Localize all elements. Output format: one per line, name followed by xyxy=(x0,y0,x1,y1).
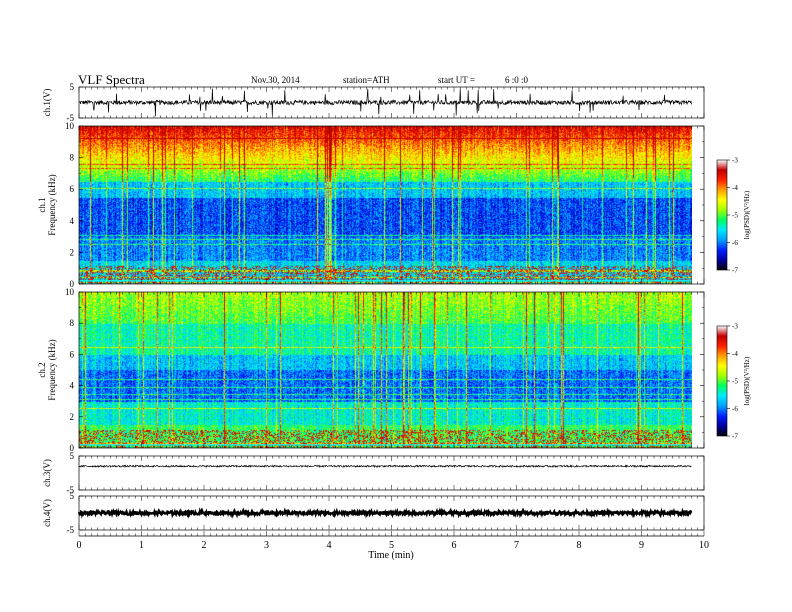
y-tick-label: -5 xyxy=(67,485,75,495)
x-tick-label: 0 xyxy=(77,540,82,551)
colorbar xyxy=(716,159,728,271)
x-tick-label: 9 xyxy=(639,540,644,551)
figure-title: VLF Spectra xyxy=(78,72,145,87)
colorbar-tick-label: -4 xyxy=(732,350,738,358)
y-tick-label: 0 xyxy=(70,279,75,289)
spectrogram-image-ch2 xyxy=(79,292,692,448)
start-time-value: 6 :0 :0 xyxy=(505,75,529,85)
x-tick-label: 7 xyxy=(514,540,519,551)
colorbar-label: log(PSD)(V²/Hz) xyxy=(743,356,751,405)
y-tick-label: -5 xyxy=(67,525,75,535)
colorbar-tick-label: -6 xyxy=(732,405,738,413)
x-tick-label: 5 xyxy=(389,540,394,551)
x-tick-label: 8 xyxy=(577,540,582,551)
y-tick-label: 5 xyxy=(70,491,75,501)
panel-frame xyxy=(78,455,705,491)
colorbar-tick-label: -5 xyxy=(732,378,738,386)
station-label: station=ATH xyxy=(343,75,390,85)
y-tick-label: 10 xyxy=(65,121,75,131)
y-axis-label: ch.4(V) xyxy=(42,499,52,527)
y-tick-label: 8 xyxy=(70,318,75,328)
x-tick-label: 10 xyxy=(699,540,709,551)
colorbar-tick-label: -3 xyxy=(732,323,738,331)
y-tick-label: 6 xyxy=(70,184,75,194)
waveform-trace-ch1 xyxy=(78,88,692,117)
x-tick-label: 1 xyxy=(139,540,144,551)
date-label: Nov.30, 2014 xyxy=(251,75,300,85)
y-axis-label: ch.2 xyxy=(37,362,47,377)
y-axis-label: Frequency (kHz) xyxy=(47,339,57,400)
x-tick-label: 3 xyxy=(264,540,269,551)
y-tick-label: 5 xyxy=(70,82,75,92)
colorbar-tick-label: -4 xyxy=(732,184,738,192)
waveform-trace-ch3 xyxy=(78,464,692,469)
y-axis-label: ch.1 xyxy=(37,197,47,212)
colorbar-label: log(PSD)(V²/Hz) xyxy=(743,190,751,239)
x-tick-label: 6 xyxy=(452,540,457,551)
x-tick-label: 2 xyxy=(202,540,207,551)
y-tick-label: 2 xyxy=(70,247,75,257)
y-tick-label: -5 xyxy=(67,113,75,123)
y-tick-label: 10 xyxy=(65,287,75,297)
y-tick-label: 4 xyxy=(70,216,75,226)
colorbar-tick-label: -5 xyxy=(732,212,738,220)
y-axis-label: Frequency (kHz) xyxy=(47,174,57,235)
start-time-label: start UT = xyxy=(438,75,475,85)
spectrogram-image-ch1 xyxy=(79,126,692,284)
y-tick-label: 5 xyxy=(70,451,75,461)
y-axis-label: ch.3(V) xyxy=(42,459,52,487)
y-tick-label: 2 xyxy=(70,412,75,422)
y-tick-label: 4 xyxy=(70,381,75,391)
y-axis-label: ch.1(V) xyxy=(42,89,52,117)
x-tick-label: 4 xyxy=(327,540,332,551)
y-tick-label: 8 xyxy=(70,153,75,163)
colorbar xyxy=(716,325,728,437)
y-tick-label: 6 xyxy=(70,349,75,359)
colorbar-tick-label: -7 xyxy=(732,267,738,275)
colorbar-tick-label: -3 xyxy=(732,157,738,165)
waveform-trace-ch4 xyxy=(77,507,693,519)
colorbar-tick-label: -6 xyxy=(732,239,738,247)
x-axis-label: Time (min) xyxy=(368,550,413,561)
colorbar-tick-label: -7 xyxy=(732,433,738,441)
y-tick-label: 0 xyxy=(70,443,75,453)
